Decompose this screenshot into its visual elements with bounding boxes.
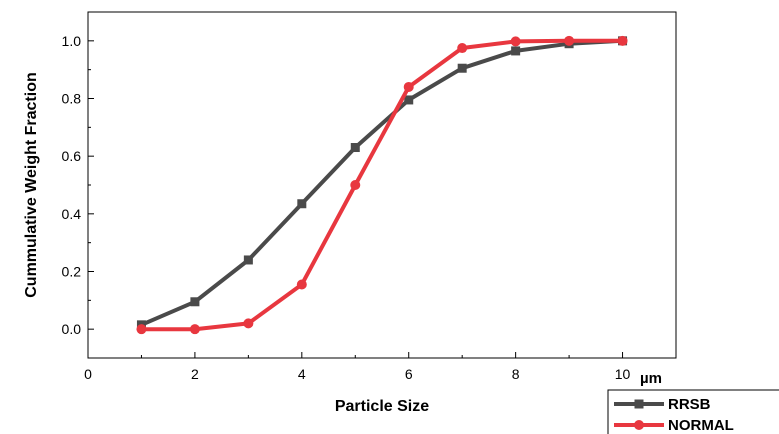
plot-frame xyxy=(87,11,677,359)
x-tick-label: 2 xyxy=(191,366,199,382)
data-point-rrsb xyxy=(190,297,200,307)
y-axis-title: Cummulative Weight Fraction xyxy=(23,72,40,298)
x-axis-unit: µm xyxy=(640,370,662,387)
data-point-normal xyxy=(243,318,254,329)
legend-swatch-marker xyxy=(634,420,644,430)
series-line-rrsb xyxy=(140,38,623,327)
y-tick-label: 0.6 xyxy=(62,148,82,164)
y-tick-label: 0.8 xyxy=(62,91,82,107)
y-axis-ticks: 0.0 0.2 0.4 0.6 0.8 1.0 xyxy=(62,33,94,337)
legend-label: RRSB xyxy=(668,396,711,413)
y-tick-label: 0.0 xyxy=(62,321,82,337)
data-point-normal xyxy=(403,81,414,92)
data-point-normal xyxy=(350,180,361,190)
legend: RRSB NORMAL xyxy=(607,389,779,434)
data-point-rrsb xyxy=(243,255,253,265)
y-tick-label: 1.0 xyxy=(62,33,82,49)
x-tick-label: 10 xyxy=(615,366,631,382)
data-point-rrsb xyxy=(404,95,414,105)
legend-label: NORMAL xyxy=(668,417,734,434)
data-point-normal xyxy=(564,35,575,46)
data-point-normal xyxy=(136,324,147,335)
y-tick-label: 0.2 xyxy=(62,264,82,280)
data-point-normal xyxy=(510,36,521,47)
data-point-normal xyxy=(617,35,628,46)
data-point-normal xyxy=(189,324,200,335)
data-point-normal xyxy=(457,43,468,54)
y-tick-label: 0.4 xyxy=(62,206,82,222)
x-tick-label: 0 xyxy=(84,366,92,382)
data-point-rrsb xyxy=(297,199,307,209)
x-tick-label: 8 xyxy=(512,366,520,382)
x-tick-label: 6 xyxy=(405,366,413,382)
data-point-rrsb xyxy=(350,143,360,153)
x-axis-ticks: 0 2 4 6 8 10 xyxy=(84,352,631,382)
series-layer xyxy=(136,35,628,335)
x-tick-label: 4 xyxy=(298,366,306,382)
x-axis-title: Particle Size xyxy=(335,398,429,415)
data-point-rrsb xyxy=(457,63,467,73)
data-point-rrsb xyxy=(511,46,521,56)
legend-swatch-marker xyxy=(634,399,644,409)
data-point-normal xyxy=(296,279,307,290)
series-line-normal xyxy=(141,38,623,332)
